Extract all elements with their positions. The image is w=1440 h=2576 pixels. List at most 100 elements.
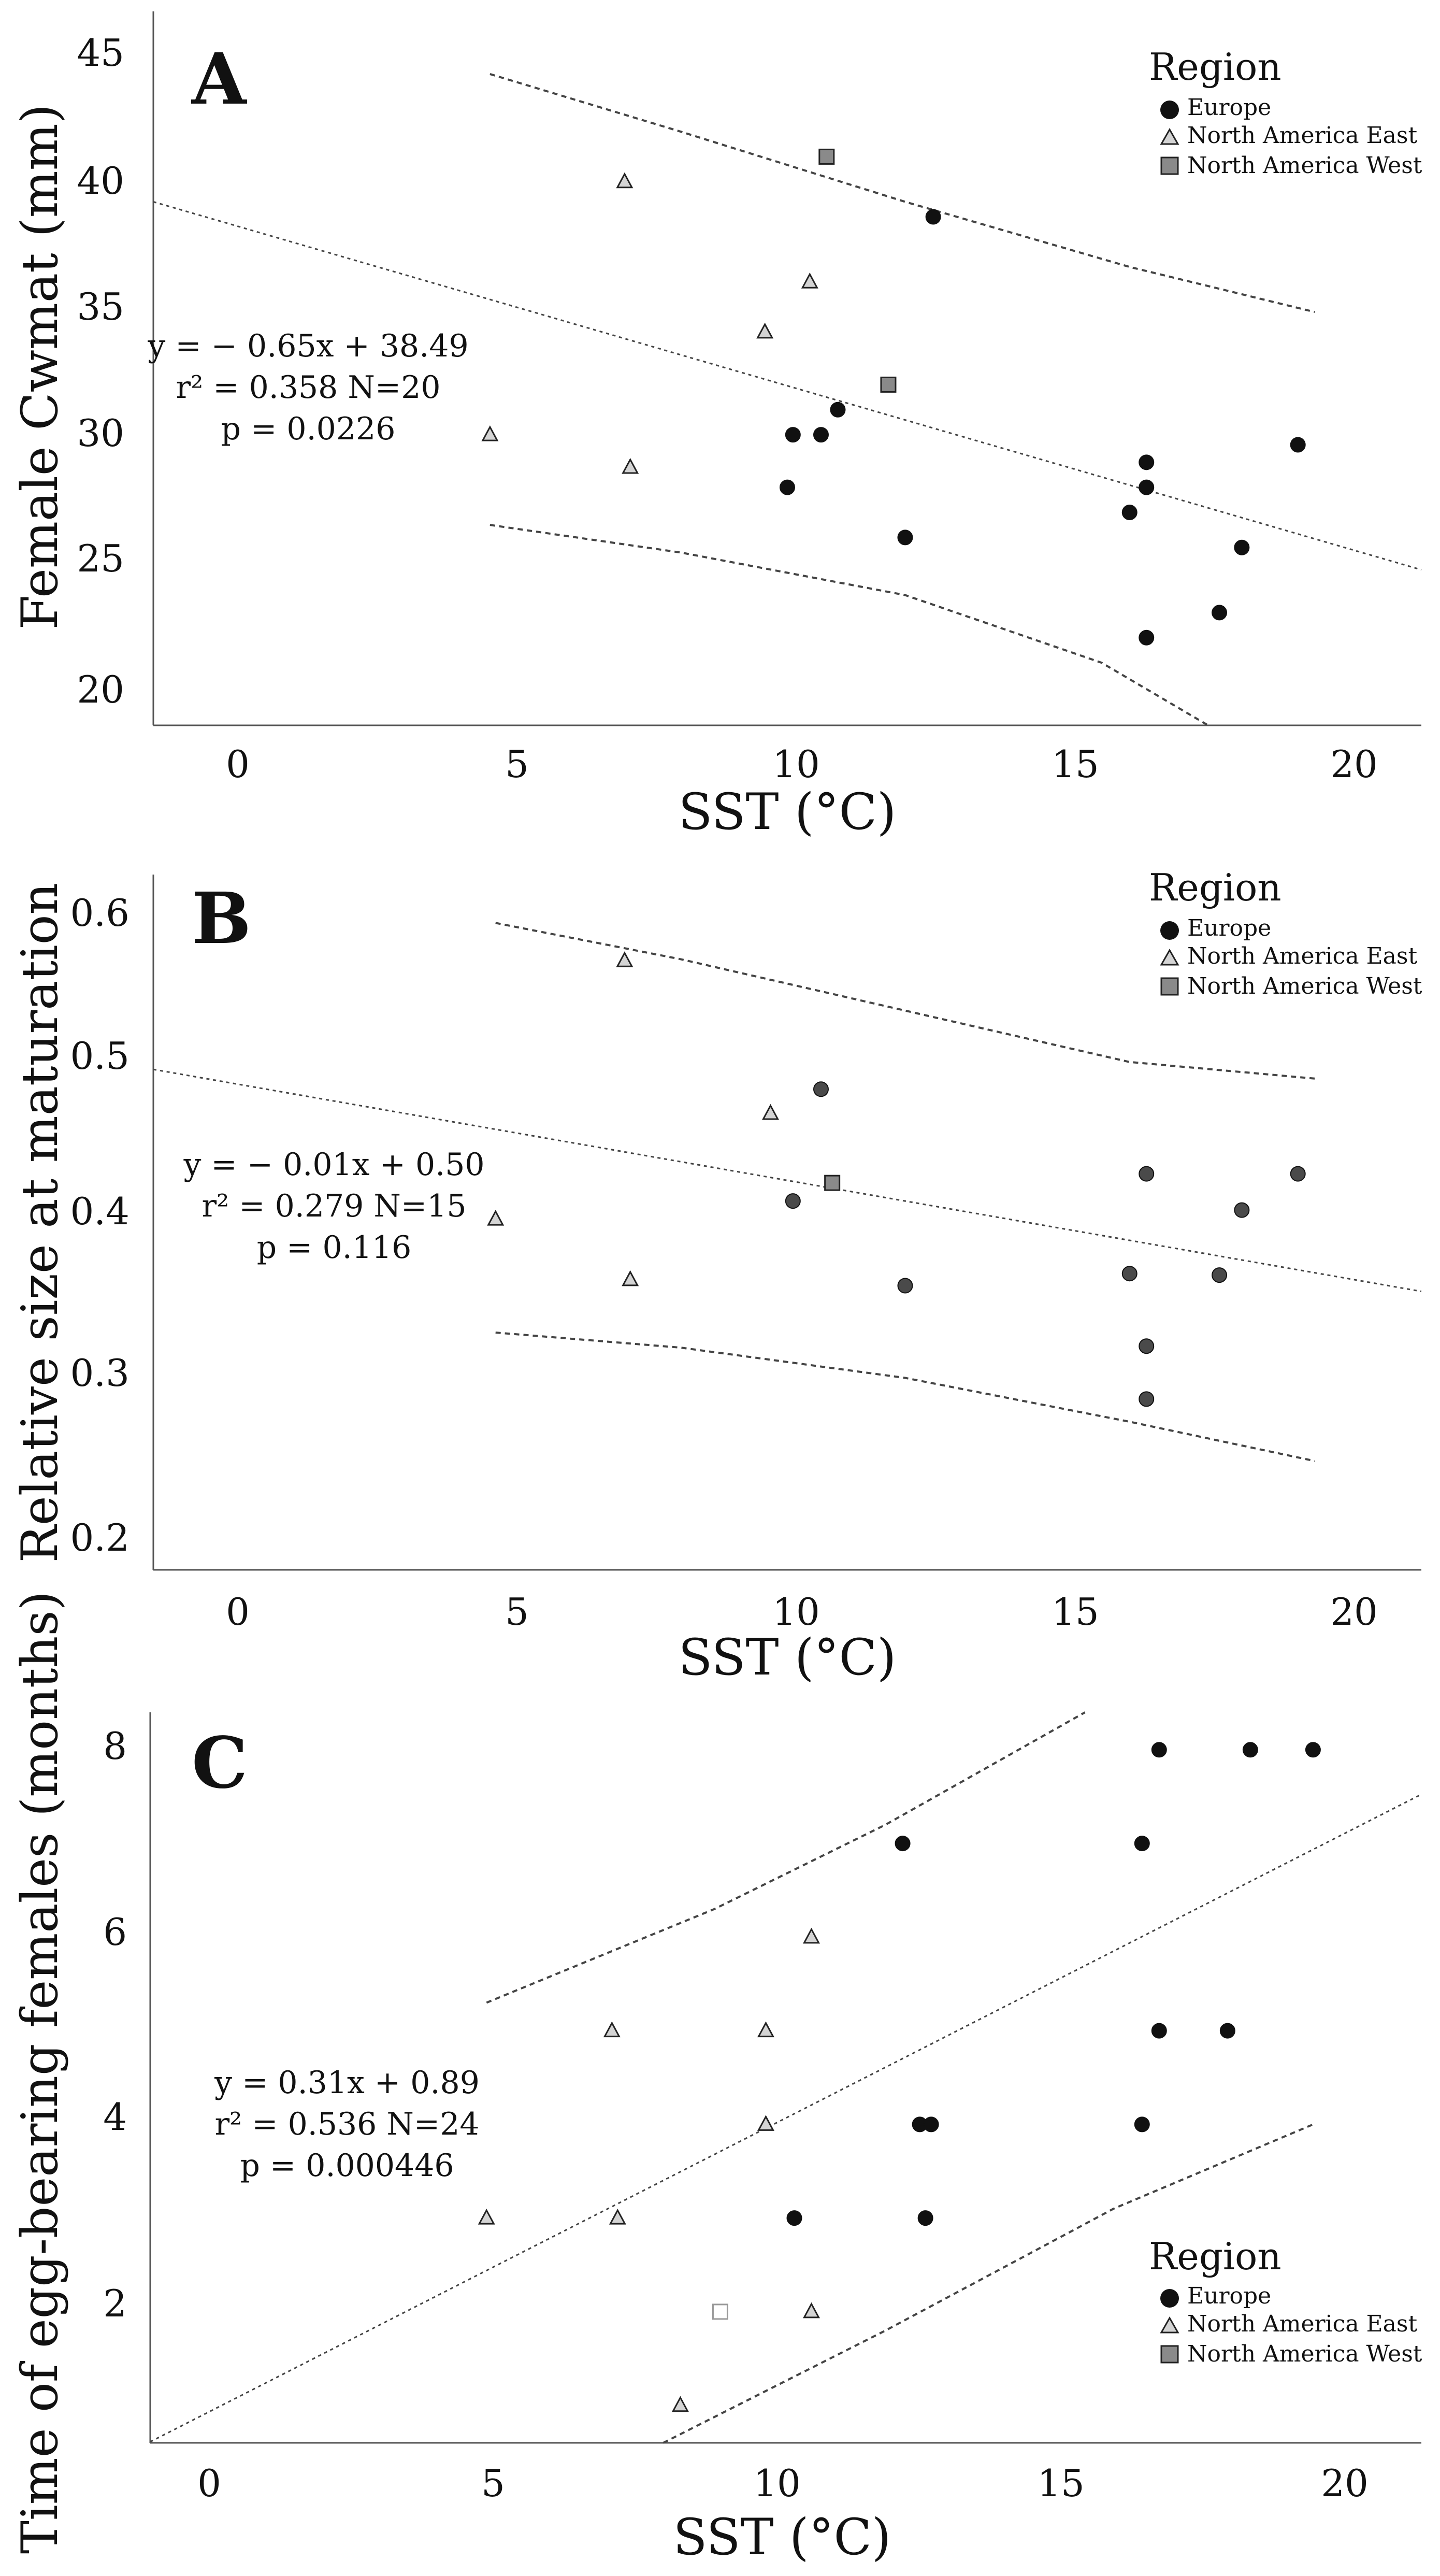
stats-p-value: p = 0.116: [257, 1229, 412, 1266]
stats-r2-n: r² = 0.536 N=24: [214, 2106, 479, 2142]
data-point-europe: [1305, 1742, 1321, 1758]
data-point-europe: [785, 1193, 801, 1209]
regression-line: [150, 1794, 1422, 2443]
legend-label-na-east: North America East: [1187, 2311, 1417, 2337]
upper-confidence-band: [486, 1711, 1086, 2004]
y-tick-label: 30: [77, 411, 124, 455]
lower-confidence-band: [663, 2123, 1314, 2444]
data-point-na-east: [603, 2021, 621, 2038]
legend-marker-europe: [1160, 921, 1179, 940]
x-tick-label: 10: [753, 2461, 801, 2505]
x-tick-label: 0: [226, 742, 250, 786]
data-point-europe: [1151, 1742, 1167, 1758]
y-tick-label: 0.2: [70, 1516, 129, 1559]
stats-r2-n: r² = 0.358 N=20: [176, 369, 440, 406]
panel-a: A 20 25 30 35 40 45 0 5 10 15 20 SST (°C…: [11, 11, 1422, 841]
data-point-europe: [786, 2210, 802, 2226]
panel-b-x-ticks: 0 5 10 15 20: [226, 1590, 1378, 1634]
data-point-europe: [780, 479, 795, 495]
data-point-europe: [813, 427, 829, 443]
y-tick-label: 0.6: [70, 891, 129, 935]
x-tick-label: 20: [1330, 1590, 1378, 1634]
legend-title: Region: [1149, 45, 1281, 89]
data-point-na-east: [616, 951, 633, 967]
data-point-europe: [1212, 1267, 1228, 1283]
legend-label-europe: Europe: [1187, 915, 1271, 941]
data-point-na-east: [622, 457, 639, 474]
panel-a-plot: [153, 73, 1422, 726]
x-tick-label: 15: [1037, 2461, 1085, 2505]
y-tick-label: 0.3: [70, 1351, 129, 1395]
data-point-europe: [1139, 454, 1155, 470]
legend-label-na-west: North America West: [1187, 973, 1422, 999]
panel-a-legend: Region Europe North America East North A…: [1149, 45, 1422, 179]
panel-c-label: C: [192, 1722, 248, 1805]
data-point-europe: [785, 427, 801, 443]
data-point-europe: [1219, 2023, 1235, 2039]
data-point-europe: [1242, 1742, 1258, 1758]
panel-a-stats: y = − 0.65x + 38.49 r² = 0.358 N=20 p = …: [147, 328, 468, 447]
data-point-europe: [1139, 1166, 1155, 1182]
data-point-europe: [813, 1081, 829, 1097]
data-point-europe: [1139, 1391, 1155, 1407]
stats-r2-n: r² = 0.279 N=15: [201, 1188, 466, 1224]
data-point-europe: [1290, 437, 1306, 453]
legend-marker-na-east: [1160, 2316, 1179, 2334]
data-point-europe: [1234, 1202, 1250, 1218]
x-tick-label: 0: [197, 2461, 221, 2505]
panel-c-x-axis-title: SST (°C): [673, 2508, 891, 2566]
panel-c-legend: Region Europe North America East North A…: [1149, 2235, 1422, 2367]
regression-line: [153, 1068, 1422, 1293]
data-point-na-east: [622, 1270, 639, 1286]
data-point-europe: [925, 209, 941, 225]
y-tick-label: 40: [77, 159, 124, 203]
data-point-na-west: [712, 2303, 728, 2320]
panel-c-stats: y = 0.31x + 0.89 r² = 0.536 N=24 p = 0.0…: [214, 2065, 480, 2184]
x-tick-label: 20: [1321, 2461, 1369, 2505]
x-tick-label: 0: [226, 1590, 250, 1634]
y-tick-label: 4: [103, 2095, 127, 2139]
panel-b-stats: y = − 0.01x + 0.50 r² = 0.279 N=15 p = 0…: [183, 1147, 484, 1266]
panel-c: C 2 4 6 8 0 5 10 15 20 SST (°C) Time of …: [11, 1591, 1422, 2566]
x-tick-label: 5: [481, 2461, 505, 2505]
data-point-europe: [1234, 539, 1250, 555]
legend-marker-na-east: [1160, 127, 1179, 145]
data-point-europe: [1212, 605, 1228, 621]
panel-a-x-ticks: 0 5 10 15 20: [226, 742, 1378, 786]
data-point-europe: [917, 2210, 933, 2226]
y-tick-label: 35: [77, 285, 124, 328]
legend-label-na-east: North America East: [1187, 943, 1417, 969]
stats-p-value: p = 0.0226: [221, 411, 396, 447]
panel-b-y-ticks: 0.2 0.3 0.4 0.5 0.6: [70, 891, 129, 1559]
legend-label-europe: Europe: [1187, 94, 1271, 121]
x-tick-label: 15: [1052, 1590, 1099, 1634]
panel-c-y-axis-title: Time of egg-bearing females (months): [11, 1591, 69, 2554]
data-point-na-east: [801, 273, 818, 289]
data-point-europe: [897, 1278, 913, 1294]
data-point-europe: [1139, 479, 1155, 495]
panel-a-x-axis-title: SST (°C): [679, 783, 897, 841]
data-point-europe: [1151, 2023, 1167, 2039]
legend-label-na-west: North America West: [1187, 2341, 1422, 2367]
data-point-europe: [1121, 1266, 1137, 1282]
panel-a-y-axis-title: Female Cwmat (mm): [11, 104, 69, 629]
legend-marker-europe: [1160, 2289, 1179, 2308]
data-point-na-east: [803, 2302, 820, 2319]
panel-c-y-ticks: 2 4 6 8: [103, 1724, 127, 2325]
panel-b: B 0.2 0.3 0.4 0.5 0.6 0 5 10 15 20 SST (…: [11, 866, 1422, 1686]
data-point-europe: [1139, 629, 1155, 646]
y-tick-label: 0.5: [70, 1034, 129, 1078]
data-point-europe: [1134, 1836, 1150, 1852]
upper-confidence-band: [495, 922, 1315, 1080]
y-tick-label: 25: [77, 537, 124, 580]
panel-b-plot: [153, 922, 1422, 1462]
x-tick-label: 10: [772, 1590, 820, 1634]
y-tick-label: 2: [103, 2282, 127, 2325]
panel-c-x-ticks: 0 5 10 15 20: [197, 2461, 1369, 2505]
lower-confidence-band: [489, 524, 1209, 726]
panel-b-label: B: [192, 877, 251, 960]
data-point-na-east: [487, 1210, 505, 1226]
legend-marker-na-west: [1160, 156, 1179, 175]
panel-b-x-axis-title: SST (°C): [679, 1628, 897, 1686]
